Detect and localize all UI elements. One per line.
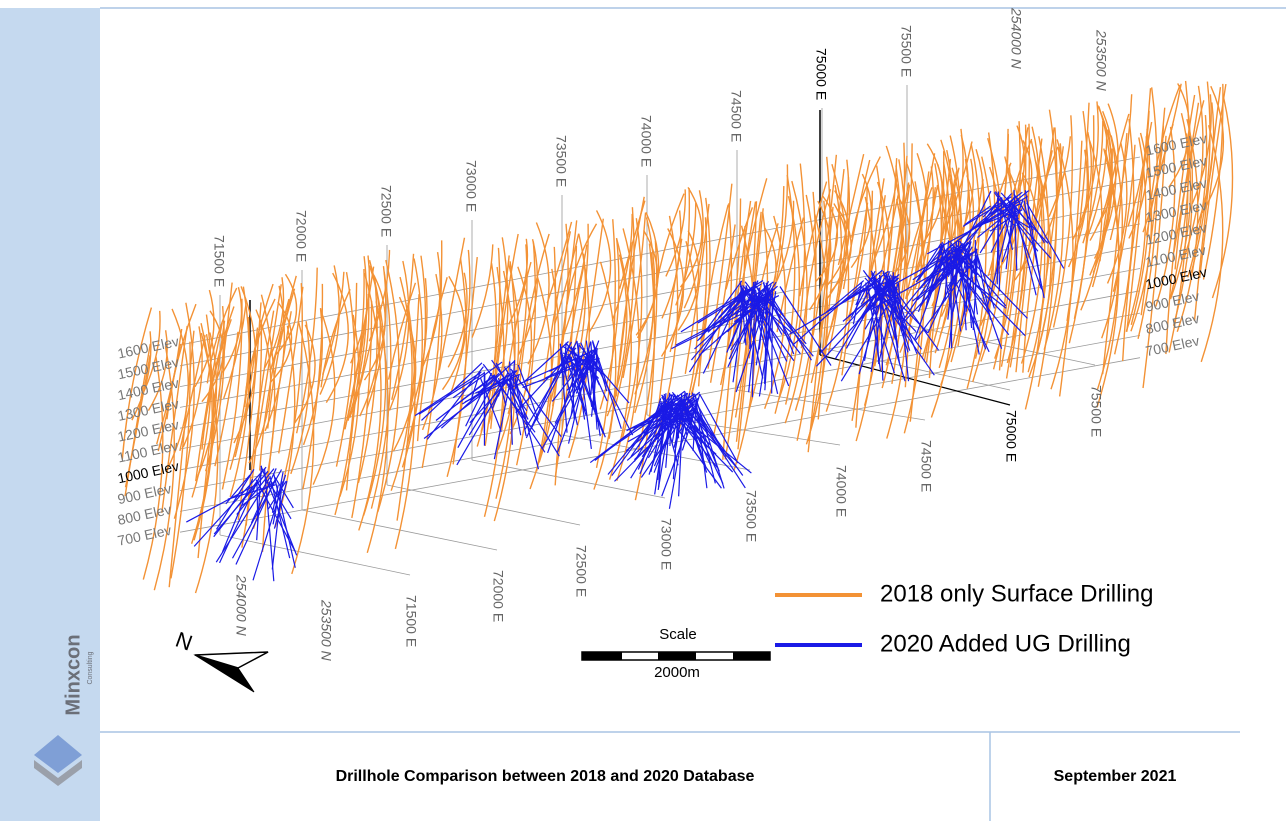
easting-label-bottom: 75500 E: [1088, 385, 1104, 437]
surface-hole: [472, 244, 493, 337]
logo-name: Minxcon: [62, 634, 84, 715]
easting-label-top: 75500 E: [898, 25, 914, 77]
northing-label-top: 254000 N: [1008, 7, 1024, 70]
underground-hole: [772, 291, 773, 394]
legend: 2018 only Surface Drilling 2020 Added UG …: [775, 580, 1153, 657]
grid: [180, 85, 1140, 575]
figure-page: 1600 Elev1600 Elev1500 Elev1500 Elev1400…: [0, 0, 1286, 821]
easting-label-top: 75000 E: [813, 48, 829, 100]
footer-date: September 2021: [1054, 768, 1177, 785]
scale-seg: [733, 652, 770, 660]
easting-label-bottom: 71500 E: [403, 595, 419, 647]
scale-title: Scale: [659, 626, 697, 643]
surface-hole: [509, 239, 528, 325]
easting-line: [387, 485, 580, 525]
northing-label-bottom: 253500 N: [318, 599, 334, 662]
sidebar: [0, 8, 100, 821]
easting-label-bottom: 72500 E: [573, 545, 589, 597]
easting-label-top: 71500 E: [211, 235, 227, 287]
easting-label-top: 72000 E: [293, 210, 309, 262]
northing-label-bottom: 254000 N: [233, 574, 249, 637]
easting-label-top: 74500 E: [728, 90, 744, 142]
easting-label-top: 72500 E: [378, 185, 394, 237]
north-arrow: N: [172, 627, 268, 692]
easting-line: [220, 535, 410, 575]
logo-tagline: Consulting: [87, 651, 94, 684]
elevation-line: [180, 224, 1140, 408]
surface-hole: [589, 210, 610, 332]
easting-label-bottom: 73500 E: [743, 490, 759, 542]
easting-label-top: 73000 E: [463, 160, 479, 212]
surface-hole: [1043, 143, 1062, 243]
drillholes: [122, 81, 1232, 593]
scale-length: 2000m: [654, 664, 700, 681]
surface-hole: [321, 289, 350, 387]
easting-label-top: 74000 E: [638, 115, 654, 167]
easting-label-top: 73500 E: [553, 135, 569, 187]
easting-label-bottom: 74500 E: [918, 440, 934, 492]
easting-label-bottom: 73000 E: [658, 518, 674, 570]
north-label: N: [172, 627, 195, 656]
legend-label: 2018 only Surface Drilling: [880, 580, 1153, 607]
elevation-line: [180, 157, 1140, 345]
legend-label: 2020 Added UG Drilling: [880, 630, 1131, 657]
easting-label-bottom: 75000 E: [1003, 410, 1019, 462]
easting-label-bottom: 72000 E: [490, 570, 506, 622]
footer-title: Drillhole Comparison between 2018 and 20…: [336, 768, 755, 785]
scale-bar: Scale 2000m: [582, 626, 770, 681]
scale-seg: [658, 652, 696, 660]
scale-seg: [582, 652, 622, 660]
northing-label-top: 253500 N: [1093, 29, 1109, 92]
easting-label-bottom: 74000 E: [833, 465, 849, 517]
